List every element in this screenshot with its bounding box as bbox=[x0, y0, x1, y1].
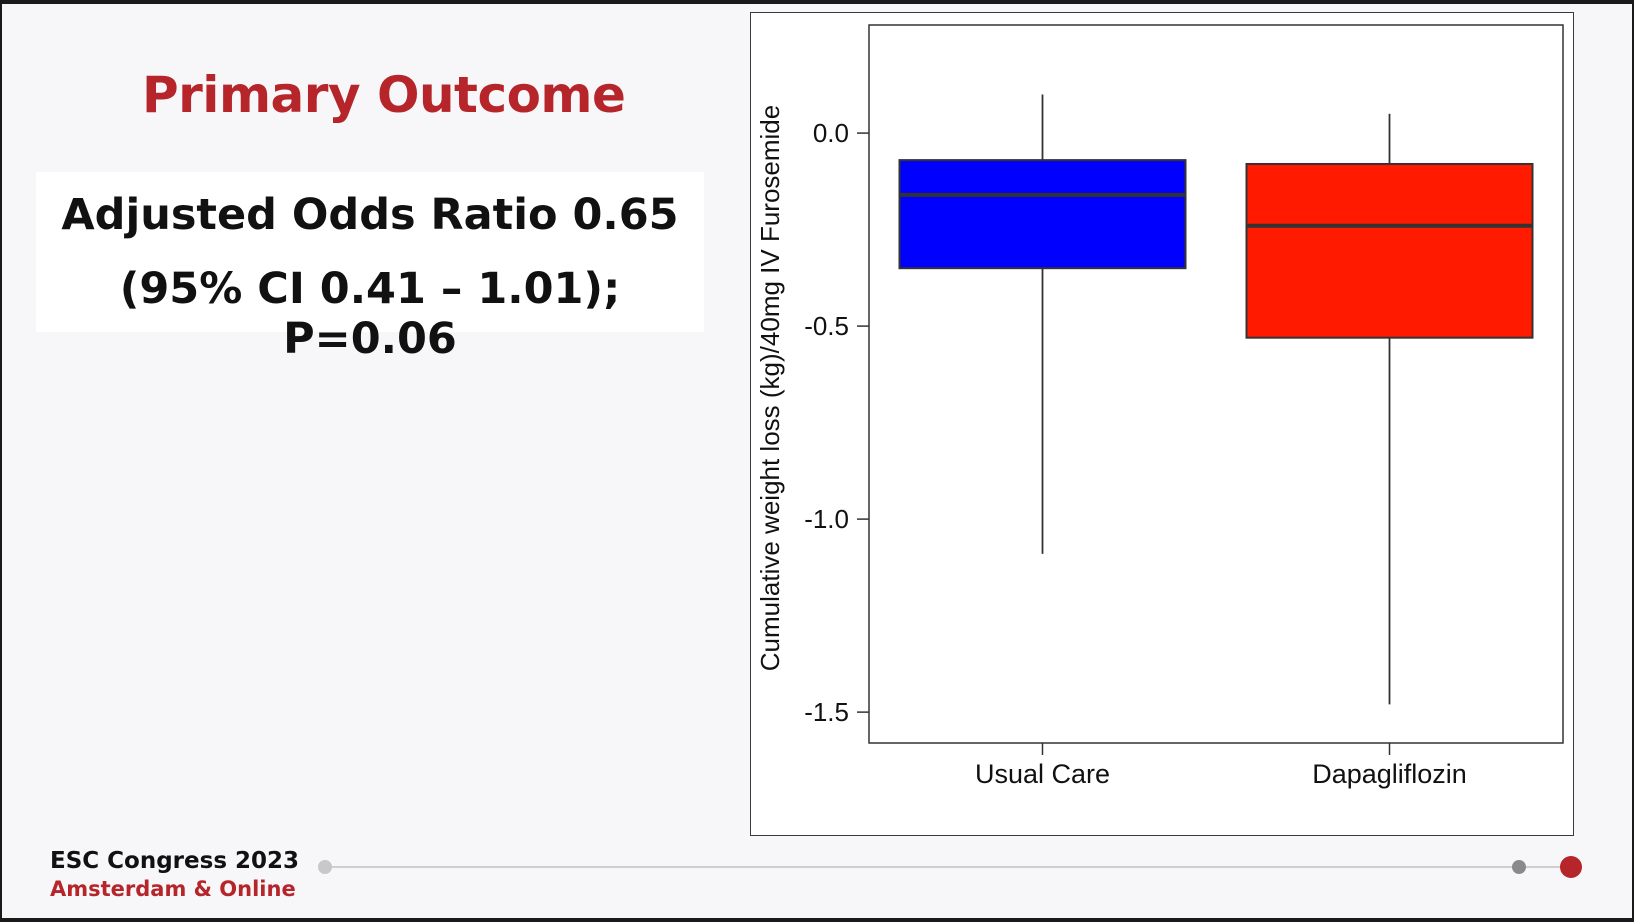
event-name: ESC Congress 2023 bbox=[50, 848, 300, 874]
slide: Primary Outcome Adjusted Odds Ratio 0.65… bbox=[2, 4, 1632, 918]
y-tick-label: 0.0 bbox=[813, 118, 849, 148]
result-summary-box: Adjusted Odds Ratio 0.65 (95% CI 0.41 – … bbox=[36, 172, 704, 364]
plot-area bbox=[868, 24, 1564, 744]
y-tick-label: -0.5 bbox=[804, 311, 849, 341]
progress-track bbox=[326, 866, 1570, 868]
progress-current-dot bbox=[1512, 860, 1526, 874]
progress-start-dot bbox=[318, 860, 332, 874]
box-usual-care bbox=[898, 94, 1187, 554]
odds-ratio-text: Adjusted Odds Ratio 0.65 bbox=[61, 190, 679, 240]
boxplot-chart: 0.0 -0.5 -1.0 -1.5 Usual Care Dapagliflozin … bbox=[750, 12, 1574, 836]
iqr-box bbox=[898, 159, 1187, 270]
y-axis: 0.0 -0.5 -1.0 -1.5 bbox=[804, 118, 869, 727]
x-tick-label: Dapagliflozin bbox=[1312, 759, 1467, 789]
x-axis: Usual Care Dapagliflozin bbox=[975, 743, 1467, 789]
boxes-group bbox=[898, 94, 1534, 705]
y-axis-label: Cumulative weight loss (kg)/40mg IV Furo… bbox=[755, 105, 785, 671]
x-tick-label: Usual Care bbox=[975, 759, 1110, 789]
slide-title: Primary Outcome bbox=[142, 66, 626, 124]
y-tick-label: -1.5 bbox=[804, 697, 849, 727]
confidence-interval-text: (95% CI 0.41 – 1.01); P=0.06 bbox=[119, 264, 621, 364]
iqr-box bbox=[1245, 162, 1534, 339]
event-location: Amsterdam & Online bbox=[50, 877, 296, 901]
y-tick-label: -1.0 bbox=[804, 504, 849, 534]
chart-svg: 0.0-0.5-1.0-1.5 Usual Care Dapagliflozin … bbox=[755, 24, 1564, 789]
progress-end-dot bbox=[1560, 856, 1582, 878]
box-dapagliflozin bbox=[1245, 113, 1534, 705]
